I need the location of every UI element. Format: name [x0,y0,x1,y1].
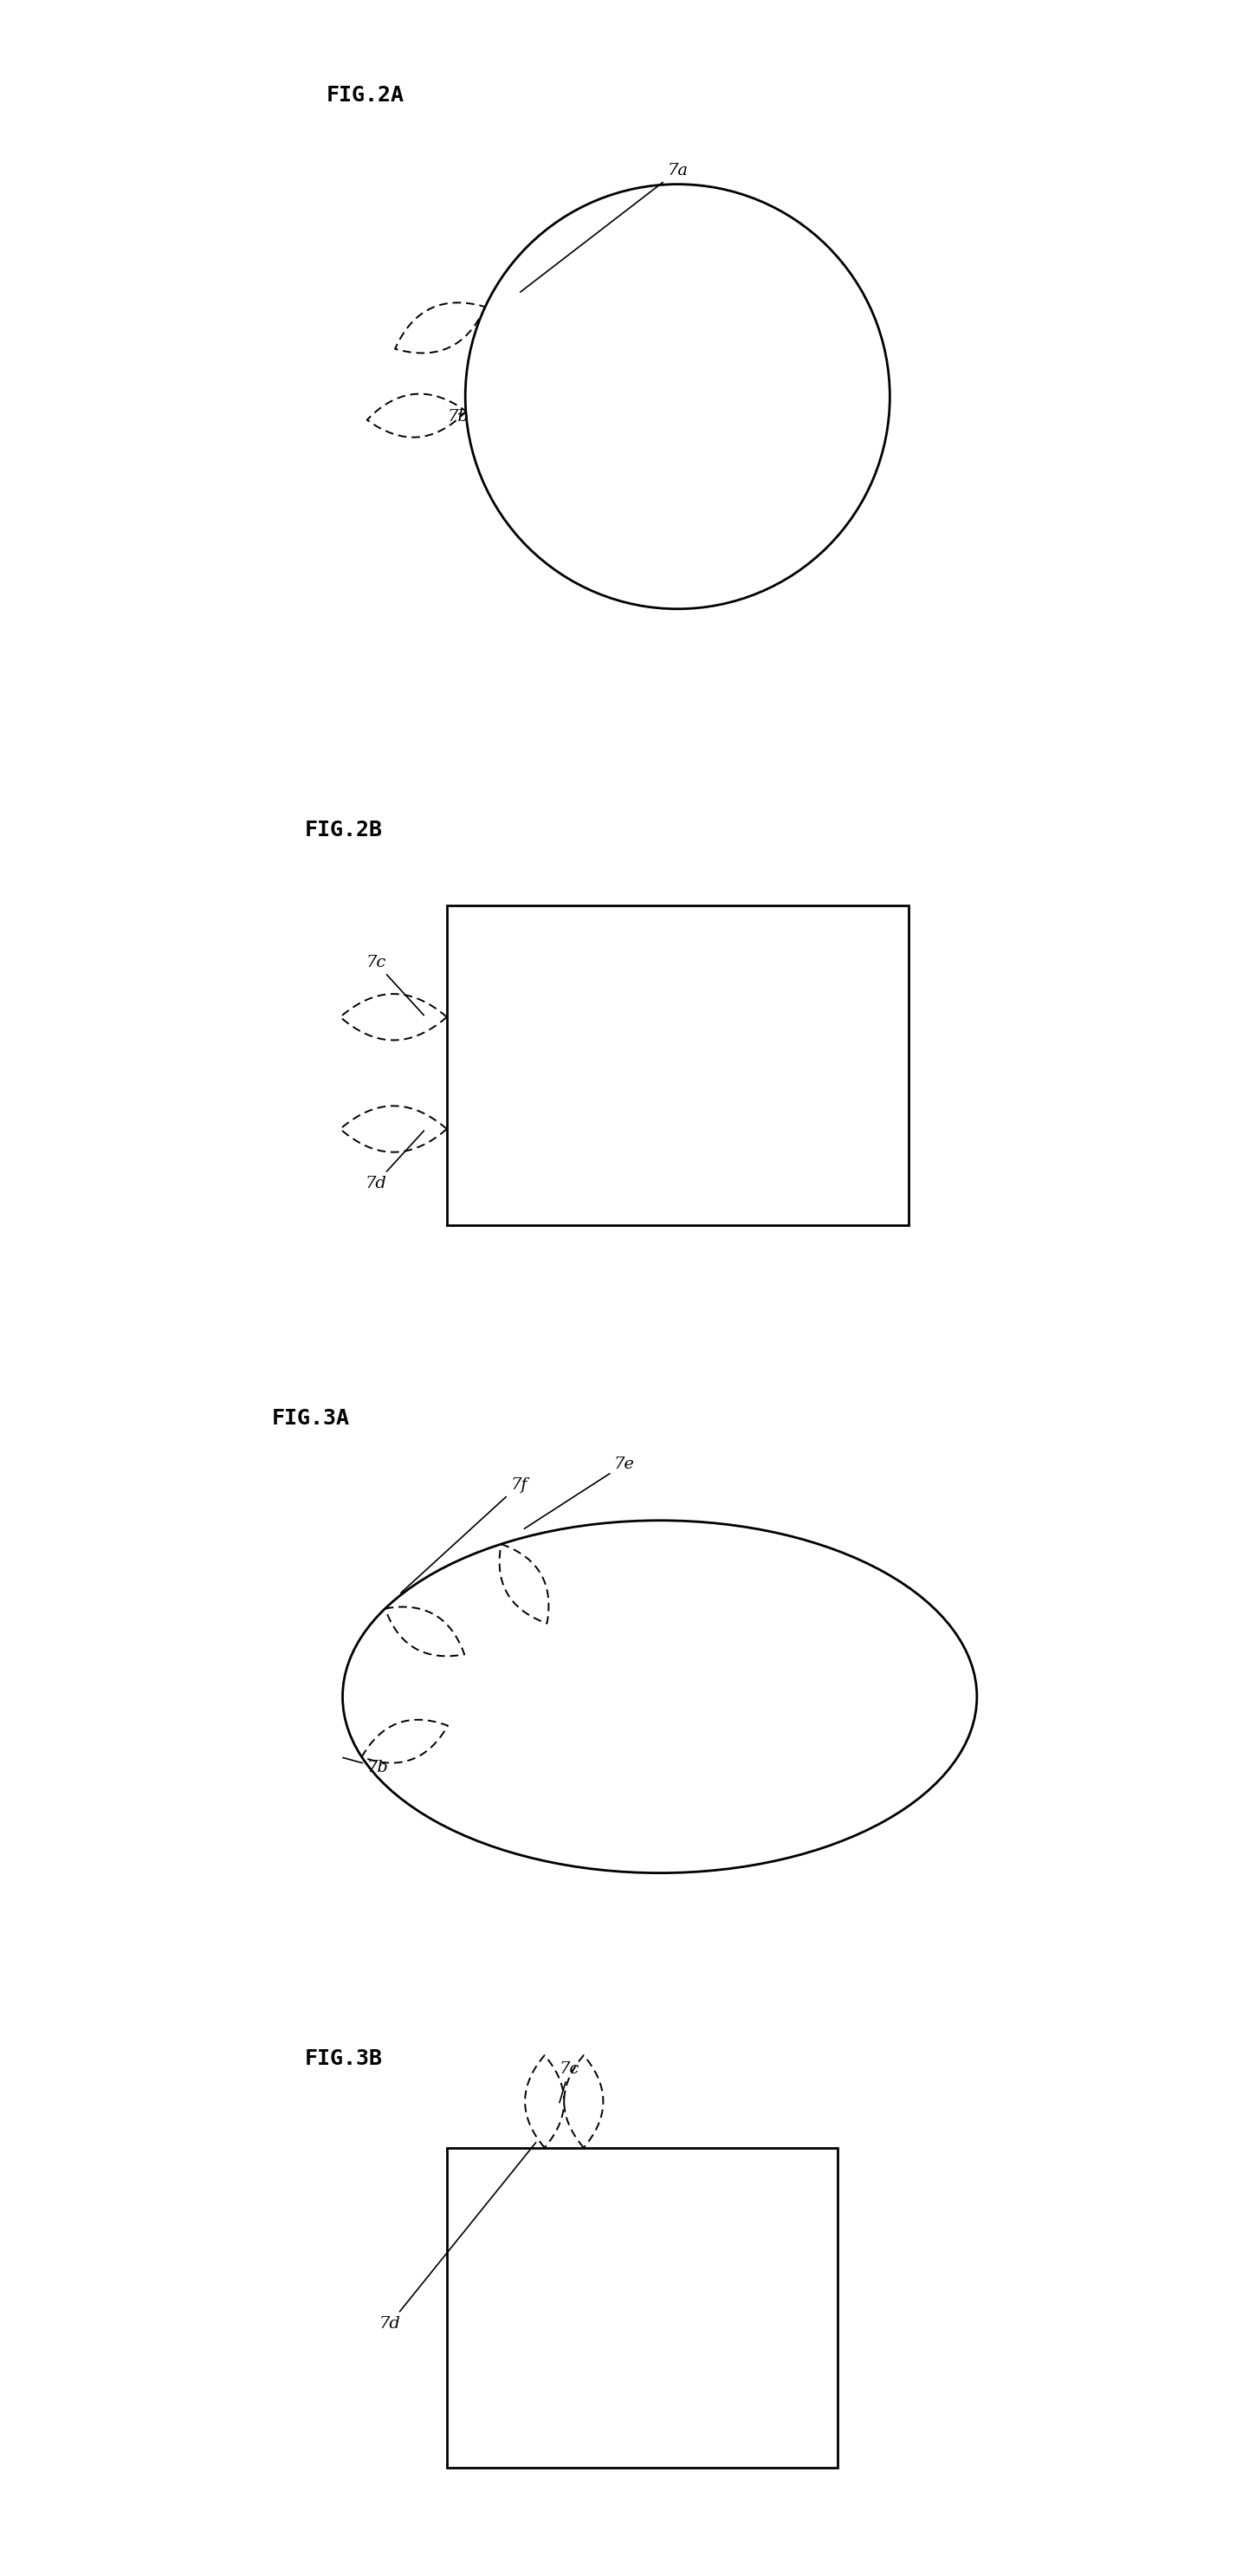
Text: 7d: 7d [380,2143,536,2331]
Text: FIG.3A: FIG.3A [272,1406,350,1430]
Text: 7f: 7f [401,1479,527,1592]
Text: FIG.3B: FIG.3B [305,2048,382,2069]
Text: 7b: 7b [343,1757,388,1775]
Bar [447,2148,838,2468]
Text: 7e: 7e [525,1455,634,1528]
Text: 7b: 7b [448,410,470,425]
Text: FIG.2A: FIG.2A [326,85,403,106]
Text: 7a: 7a [521,162,688,291]
Text: FIG.2B: FIG.2B [305,819,382,840]
Text: 7c: 7c [560,2061,580,2102]
Bar [447,904,909,1226]
Text: 7c: 7c [366,956,423,1015]
Text: 7d: 7d [365,1131,423,1190]
